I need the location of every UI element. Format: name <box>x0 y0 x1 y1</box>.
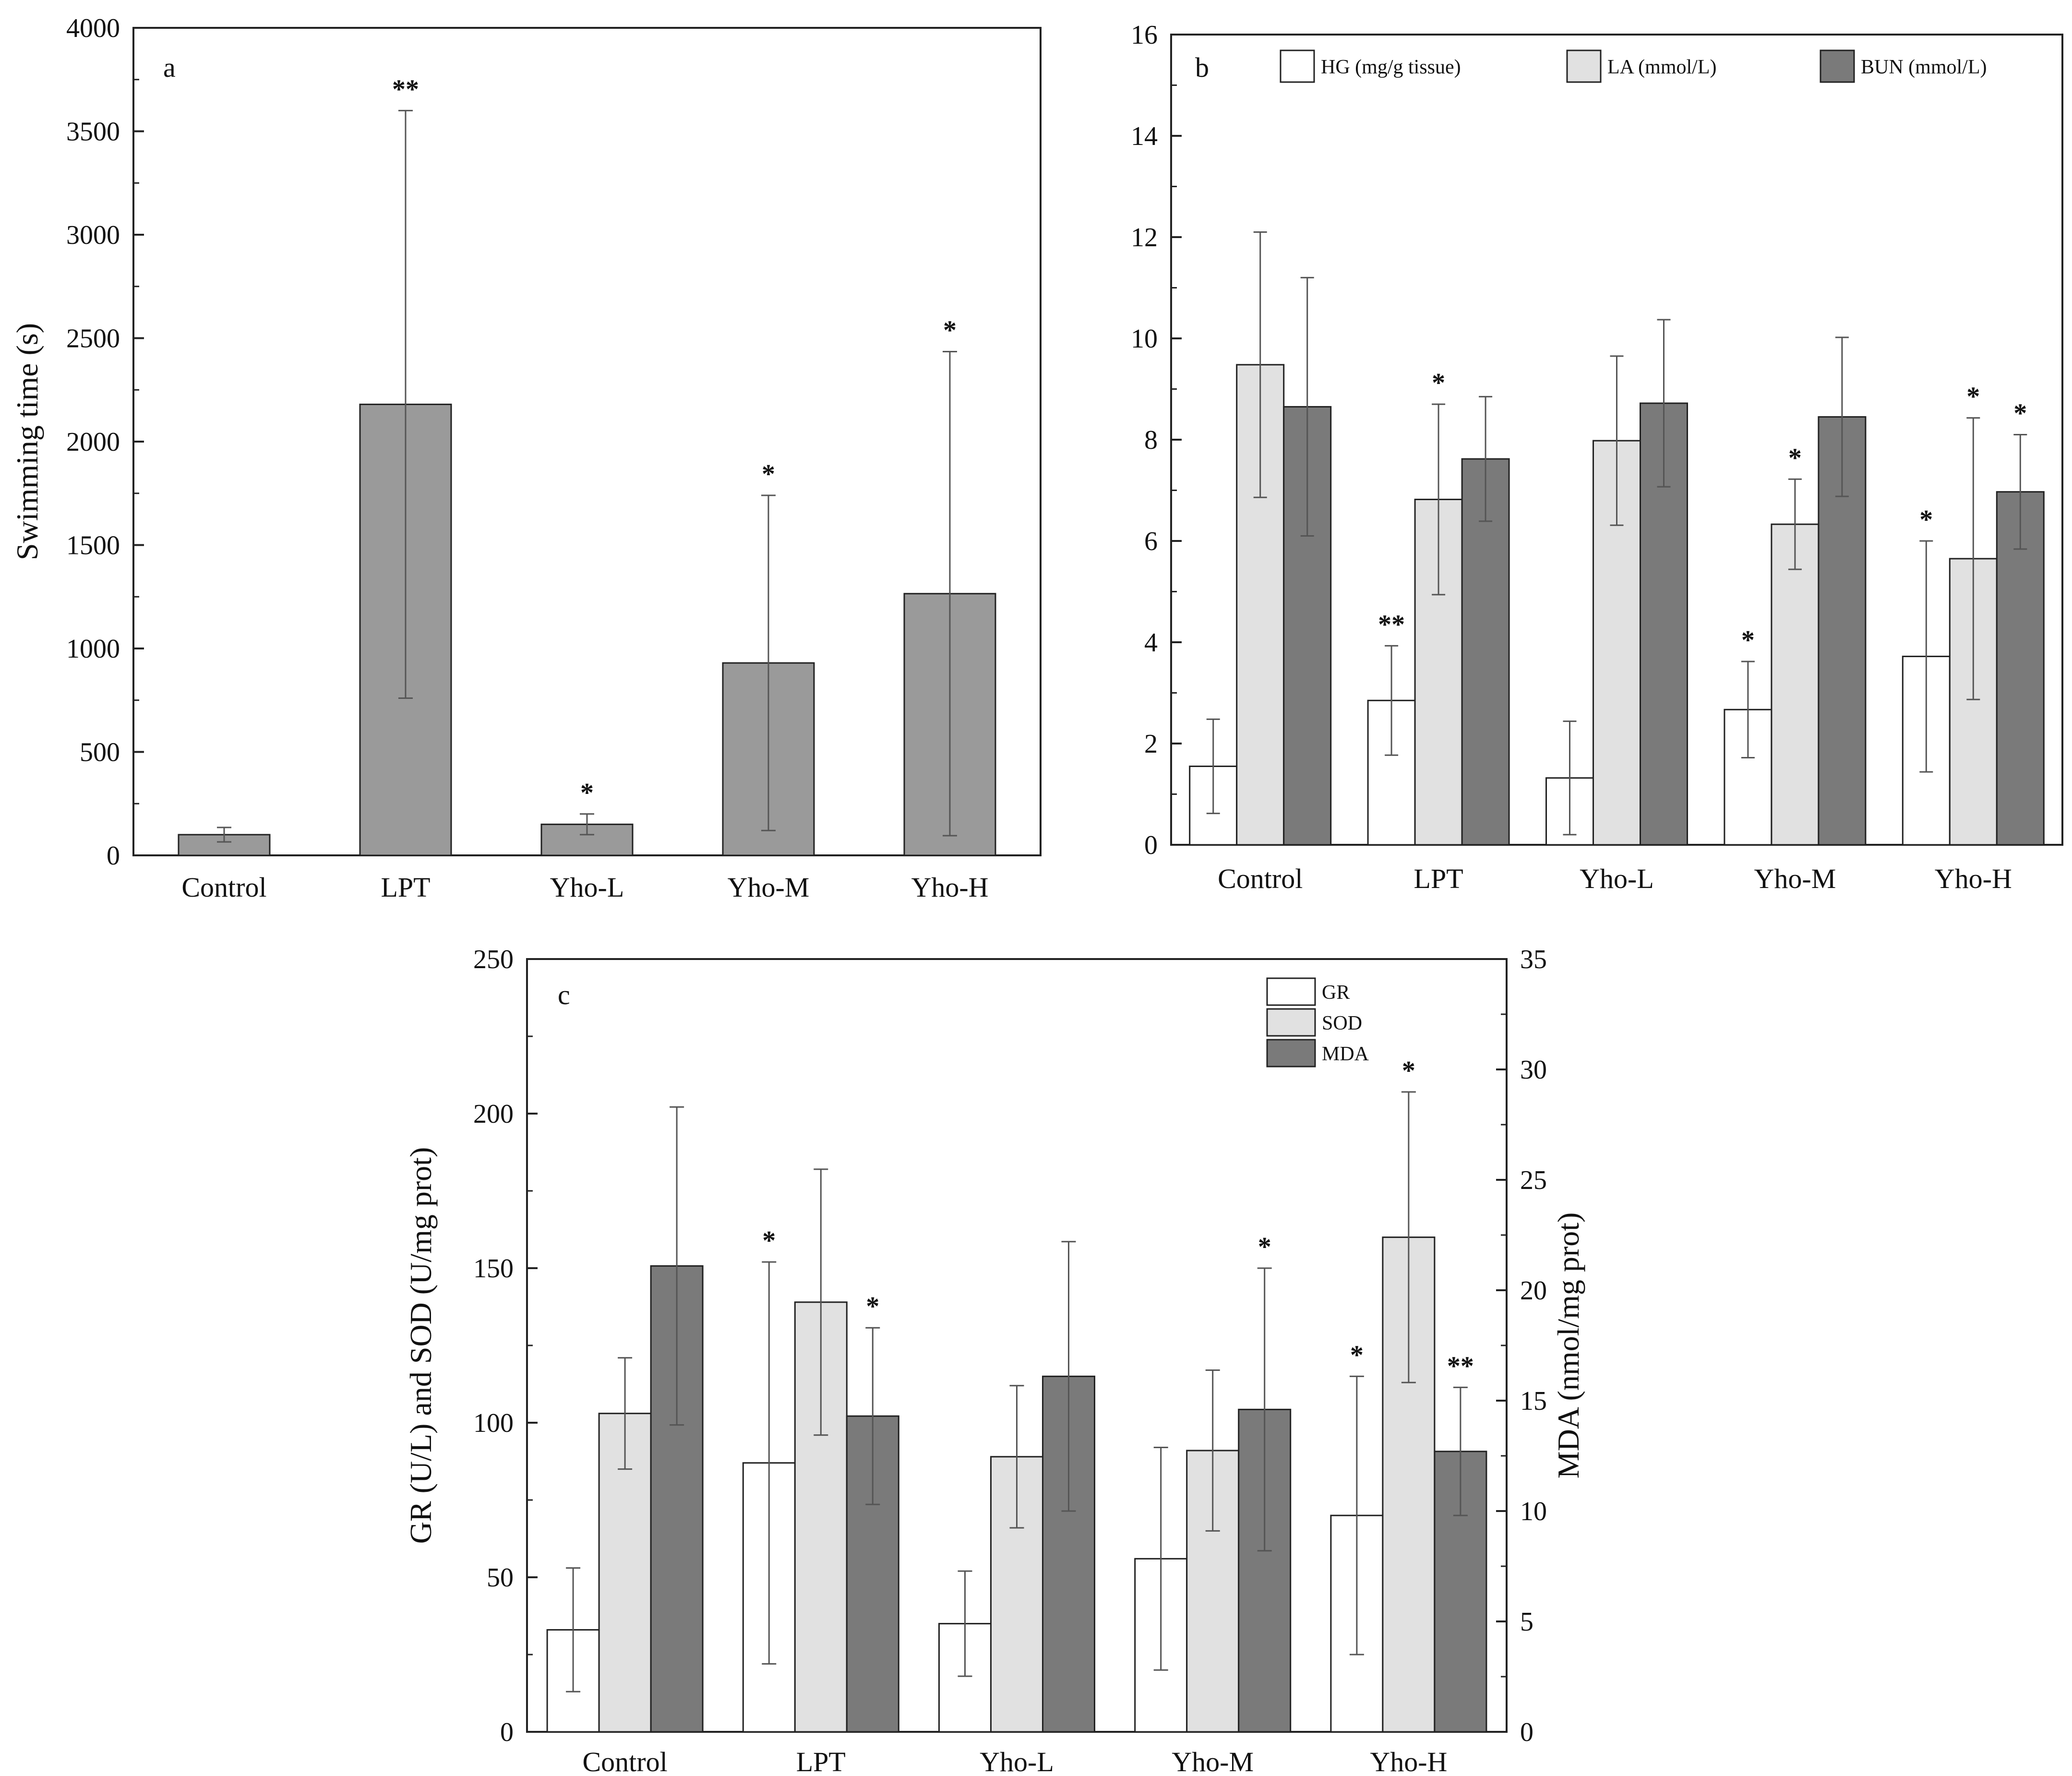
y-tick-label-c: 50 <box>487 1563 514 1593</box>
significance-star-c: * <box>1402 1056 1415 1086</box>
y-tick-label-a: 4000 <box>66 13 120 43</box>
legend-label-b: BUN (mmol/L) <box>1861 56 1987 78</box>
significance-star-b: ** <box>1378 610 1405 639</box>
x-tick-label-b: Yho-M <box>1754 863 1836 894</box>
significance-star-a: * <box>580 778 594 808</box>
y-tick-label-a: 1500 <box>66 531 120 561</box>
panel-label-c: c <box>558 979 570 1010</box>
x-tick-label-c: Control <box>582 1746 667 1776</box>
y-tick-label-a: 500 <box>80 738 120 768</box>
y-tick-label-a: 2500 <box>66 324 120 354</box>
legend-label-c: SOD <box>1322 1012 1362 1034</box>
bar-b-s2-4 <box>1996 491 2045 846</box>
legend-label-c: MDA <box>1322 1043 1369 1065</box>
significance-star-c: * <box>762 1226 776 1256</box>
y-tick-label-c: 0 <box>500 1717 514 1747</box>
y-tick-label-b: 4 <box>1144 628 1158 658</box>
y-tick-label-a: 1000 <box>66 634 120 664</box>
panel-label-a: a <box>163 52 176 83</box>
panel-label-b: b <box>1195 52 1209 83</box>
y-axis-title-a: Swimming time (s) <box>10 323 44 560</box>
panel-a: 0 500 1000 1500 2000 2500 3000 3500 4000 Control L… <box>10 13 1042 903</box>
x-tick-label-b: Control <box>1218 863 1303 894</box>
significance-star-a: * <box>762 459 775 489</box>
legend-swatch-c <box>1266 977 1316 1006</box>
y-right-tick-label-c: 10 <box>1520 1497 1547 1526</box>
y-tick-label-b: 14 <box>1131 121 1158 151</box>
y-tick-label-c: 150 <box>473 1254 514 1284</box>
significance-star-c: ** <box>1447 1351 1474 1381</box>
y-tick-label-c: 200 <box>473 1099 514 1129</box>
significance-star-c: * <box>866 1292 879 1321</box>
x-tick-label-c: Yho-M <box>1172 1746 1254 1776</box>
y-right-tick-label-c: 30 <box>1520 1055 1547 1085</box>
x-tick-label-a: Yho-H <box>911 872 988 903</box>
significance-star-b: * <box>1966 382 1980 412</box>
significance-star-b: * <box>2013 398 2027 428</box>
x-tick-label-b: Yho-H <box>1935 863 2012 894</box>
x-tick-label-a: Yho-M <box>728 872 810 903</box>
y-tick-label-a: 3500 <box>66 117 120 147</box>
y-tick-label-b: 2 <box>1144 729 1158 759</box>
significance-star-c: * <box>1350 1340 1364 1370</box>
x-tick-label-a: Yho-L <box>550 872 624 903</box>
bar-b-s1-3 <box>1771 523 1820 846</box>
significance-star-b: * <box>1919 505 1933 535</box>
y-right-tick-label-c: 5 <box>1520 1607 1533 1637</box>
significance-star-b: * <box>1741 625 1755 655</box>
significance-star-b: * <box>1788 443 1802 473</box>
x-tick-label-c: Yho-L <box>980 1746 1054 1776</box>
significance-star-a: ** <box>392 74 419 104</box>
x-tick-label-c: LPT <box>796 1746 846 1776</box>
x-tick-label-b: Yho-L <box>1580 863 1654 894</box>
y-tick-label-b: 12 <box>1131 223 1158 252</box>
y-tick-label-b: 10 <box>1131 324 1158 354</box>
legend-label-b: LA (mmol/L) <box>1607 56 1716 78</box>
legend-swatch-b <box>1280 49 1315 83</box>
legend-swatch-b <box>1820 49 1855 83</box>
x-tick-label-c: Yho-H <box>1370 1746 1447 1776</box>
y-tick-label-a: 2000 <box>66 427 120 457</box>
legend-label-c: GR <box>1322 982 1350 1004</box>
legend-label-b: HG (mg/g tissue) <box>1321 56 1461 78</box>
bar-b-s2-1 <box>1461 458 1510 846</box>
x-tick-label-a: LPT <box>381 872 430 903</box>
y-axis-title-c: GR (U/L) and SOD (U/mg prot) <box>404 1147 438 1544</box>
y-tick-label-b: 16 <box>1131 20 1158 50</box>
significance-star-c: * <box>1258 1232 1271 1262</box>
y-right-tick-label-c: 15 <box>1520 1386 1547 1416</box>
y-tick-label-c: 100 <box>473 1408 514 1438</box>
y-tick-label-a: 0 <box>107 841 120 871</box>
y-right-tick-label-c: 25 <box>1520 1165 1547 1195</box>
y-tick-label-a: 3000 <box>66 220 120 250</box>
legend-swatch-b <box>1566 49 1602 83</box>
y-tick-label-c: 250 <box>473 945 514 974</box>
significance-star-a: * <box>943 316 957 346</box>
panel-c: 0 50 100 150 200 250 0 5 10 15 20 25 30 35 Control LPT Y… <box>404 945 1585 1776</box>
x-tick-label-b: LPT <box>1414 863 1463 894</box>
x-tick-label-a: Control <box>181 872 266 903</box>
y-right-axis-title-c: MDA (nmol/mg prot) <box>1551 1212 1585 1479</box>
y-right-tick-label-c: 0 <box>1520 1717 1533 1747</box>
y-right-tick-label-c: 20 <box>1520 1276 1547 1306</box>
legend-swatch-c <box>1266 1008 1316 1037</box>
y-tick-label-b: 6 <box>1144 527 1158 556</box>
y-right-tick-label-c: 35 <box>1520 945 1547 974</box>
legend-swatch-c <box>1266 1039 1316 1068</box>
y-tick-label-b: 8 <box>1144 425 1158 455</box>
significance-star-b: * <box>1432 368 1445 398</box>
y-tick-label-b: 0 <box>1144 830 1158 860</box>
